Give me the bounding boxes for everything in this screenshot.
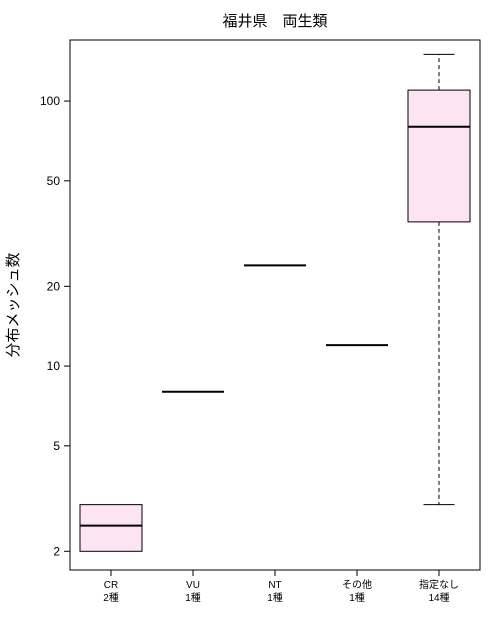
category-label: 指定なし: [419, 578, 459, 591]
category-label: VU: [186, 580, 200, 591]
category-sublabel: 1種: [349, 591, 365, 604]
box: [80, 505, 142, 552]
y-tick-label: 50: [47, 174, 61, 188]
category-sublabel: 2種: [103, 591, 119, 604]
chart-svg: 福井県 両生類分布メッシュ数25102050100CR2種VU1種NT1種その他…: [0, 0, 504, 629]
category-label: NT: [268, 580, 281, 591]
boxplot-chart: 福井県 両生類分布メッシュ数25102050100CR2種VU1種NT1種その他…: [0, 0, 504, 629]
category-label: CR: [104, 580, 118, 591]
y-axis-label: 分布メッシュ数: [5, 252, 22, 357]
category-sublabel: 14種: [428, 591, 449, 604]
y-tick-label: 100: [40, 94, 60, 108]
y-tick-label: 10: [47, 359, 61, 373]
category-sublabel: 1種: [185, 591, 201, 604]
category-sublabel: 1種: [267, 591, 283, 604]
category-label: その他: [342, 578, 372, 591]
y-tick-label: 20: [47, 279, 61, 293]
y-tick-label: 2: [53, 544, 60, 558]
y-tick-label: 5: [53, 439, 60, 453]
box: [408, 90, 470, 222]
chart-title: 福井県 両生類: [222, 13, 327, 30]
